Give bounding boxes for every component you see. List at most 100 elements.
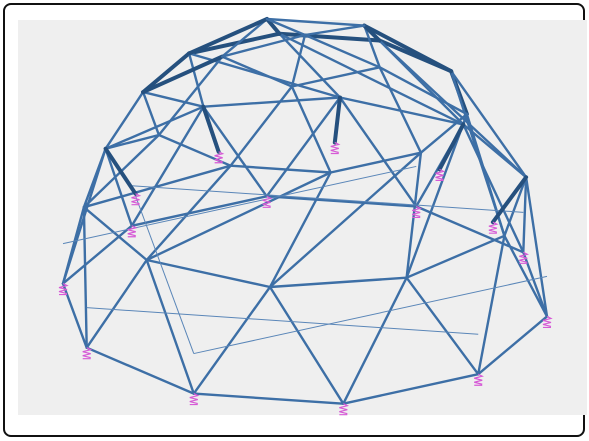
- member: [187, 52, 205, 108]
- member: [405, 234, 506, 279]
- member: [303, 33, 381, 69]
- member: [145, 258, 196, 395]
- member: [192, 392, 345, 405]
- member: [405, 276, 480, 376]
- brace: [86, 307, 479, 335]
- member: [290, 85, 332, 174]
- dome-model: [58, 17, 553, 416]
- member: [202, 96, 342, 108]
- member: [268, 276, 408, 289]
- member: [378, 39, 528, 179]
- member: [141, 51, 192, 95]
- member: [415, 205, 525, 254]
- member: [141, 54, 225, 95]
- support-spring: [412, 205, 422, 219]
- member: [145, 171, 332, 262]
- member: [103, 146, 138, 196]
- member: [449, 69, 528, 179]
- member: [104, 147, 134, 228]
- member: [338, 96, 418, 208]
- member: [187, 17, 269, 56]
- member: [449, 69, 506, 238]
- member: [220, 33, 307, 58]
- member: [405, 112, 469, 279]
- member: [130, 105, 205, 228]
- support-spring: [330, 141, 341, 155]
- member: [82, 205, 148, 262]
- member: [82, 164, 232, 209]
- member: [187, 31, 282, 56]
- member: [378, 66, 423, 154]
- member: [490, 175, 529, 225]
- member: [362, 23, 454, 74]
- member: [141, 90, 205, 108]
- member: [104, 105, 205, 150]
- member: [462, 123, 525, 254]
- member: [202, 105, 268, 198]
- brace: [131, 185, 524, 213]
- support-spring: [82, 347, 93, 360]
- member: [145, 164, 232, 262]
- member: [277, 31, 382, 43]
- brace: [193, 275, 548, 355]
- support-spring: [189, 393, 200, 406]
- support-spring: [474, 373, 484, 386]
- member: [192, 285, 272, 395]
- support-spring: [58, 283, 69, 296]
- member: [265, 195, 418, 208]
- brace: [62, 165, 417, 245]
- member: [82, 205, 88, 349]
- member: [104, 90, 145, 150]
- support-spring: [519, 251, 530, 264]
- member: [130, 195, 268, 228]
- member: [437, 122, 466, 172]
- member: [229, 85, 294, 167]
- member: [303, 24, 366, 37]
- member: [268, 171, 332, 289]
- member: [342, 373, 480, 405]
- member: [220, 17, 269, 58]
- support-spring: [435, 168, 446, 181]
- member: [290, 33, 307, 88]
- member: [522, 175, 528, 254]
- member: [278, 32, 465, 126]
- support-spring: [542, 315, 553, 329]
- member: [201, 104, 221, 154]
- member: [329, 151, 423, 174]
- member: [342, 276, 408, 405]
- member: [157, 55, 224, 137]
- member: [268, 285, 345, 405]
- support-spring: [262, 195, 273, 208]
- member: [265, 17, 366, 27]
- brace: [131, 185, 195, 354]
- member: [363, 24, 381, 69]
- support-spring: [127, 225, 138, 238]
- member: [278, 32, 342, 99]
- support-spring: [488, 221, 499, 234]
- support-spring: [131, 193, 142, 206]
- member: [524, 175, 549, 318]
- member: [61, 205, 86, 285]
- member: [141, 90, 161, 137]
- member: [104, 133, 161, 150]
- support-spring: [339, 403, 350, 416]
- member: [477, 234, 506, 376]
- member: [265, 17, 282, 36]
- member: [332, 95, 342, 145]
- member: [61, 224, 134, 285]
- member: [265, 17, 307, 37]
- member: [268, 151, 423, 289]
- member: [85, 346, 196, 395]
- member: [265, 96, 342, 198]
- member: [290, 66, 381, 88]
- member: [145, 258, 272, 289]
- member: [477, 315, 549, 376]
- member: [503, 175, 528, 238]
- member: [378, 66, 469, 116]
- member: [220, 55, 294, 88]
- support-spring: [214, 151, 225, 164]
- member: [503, 234, 549, 318]
- member: [85, 258, 148, 349]
